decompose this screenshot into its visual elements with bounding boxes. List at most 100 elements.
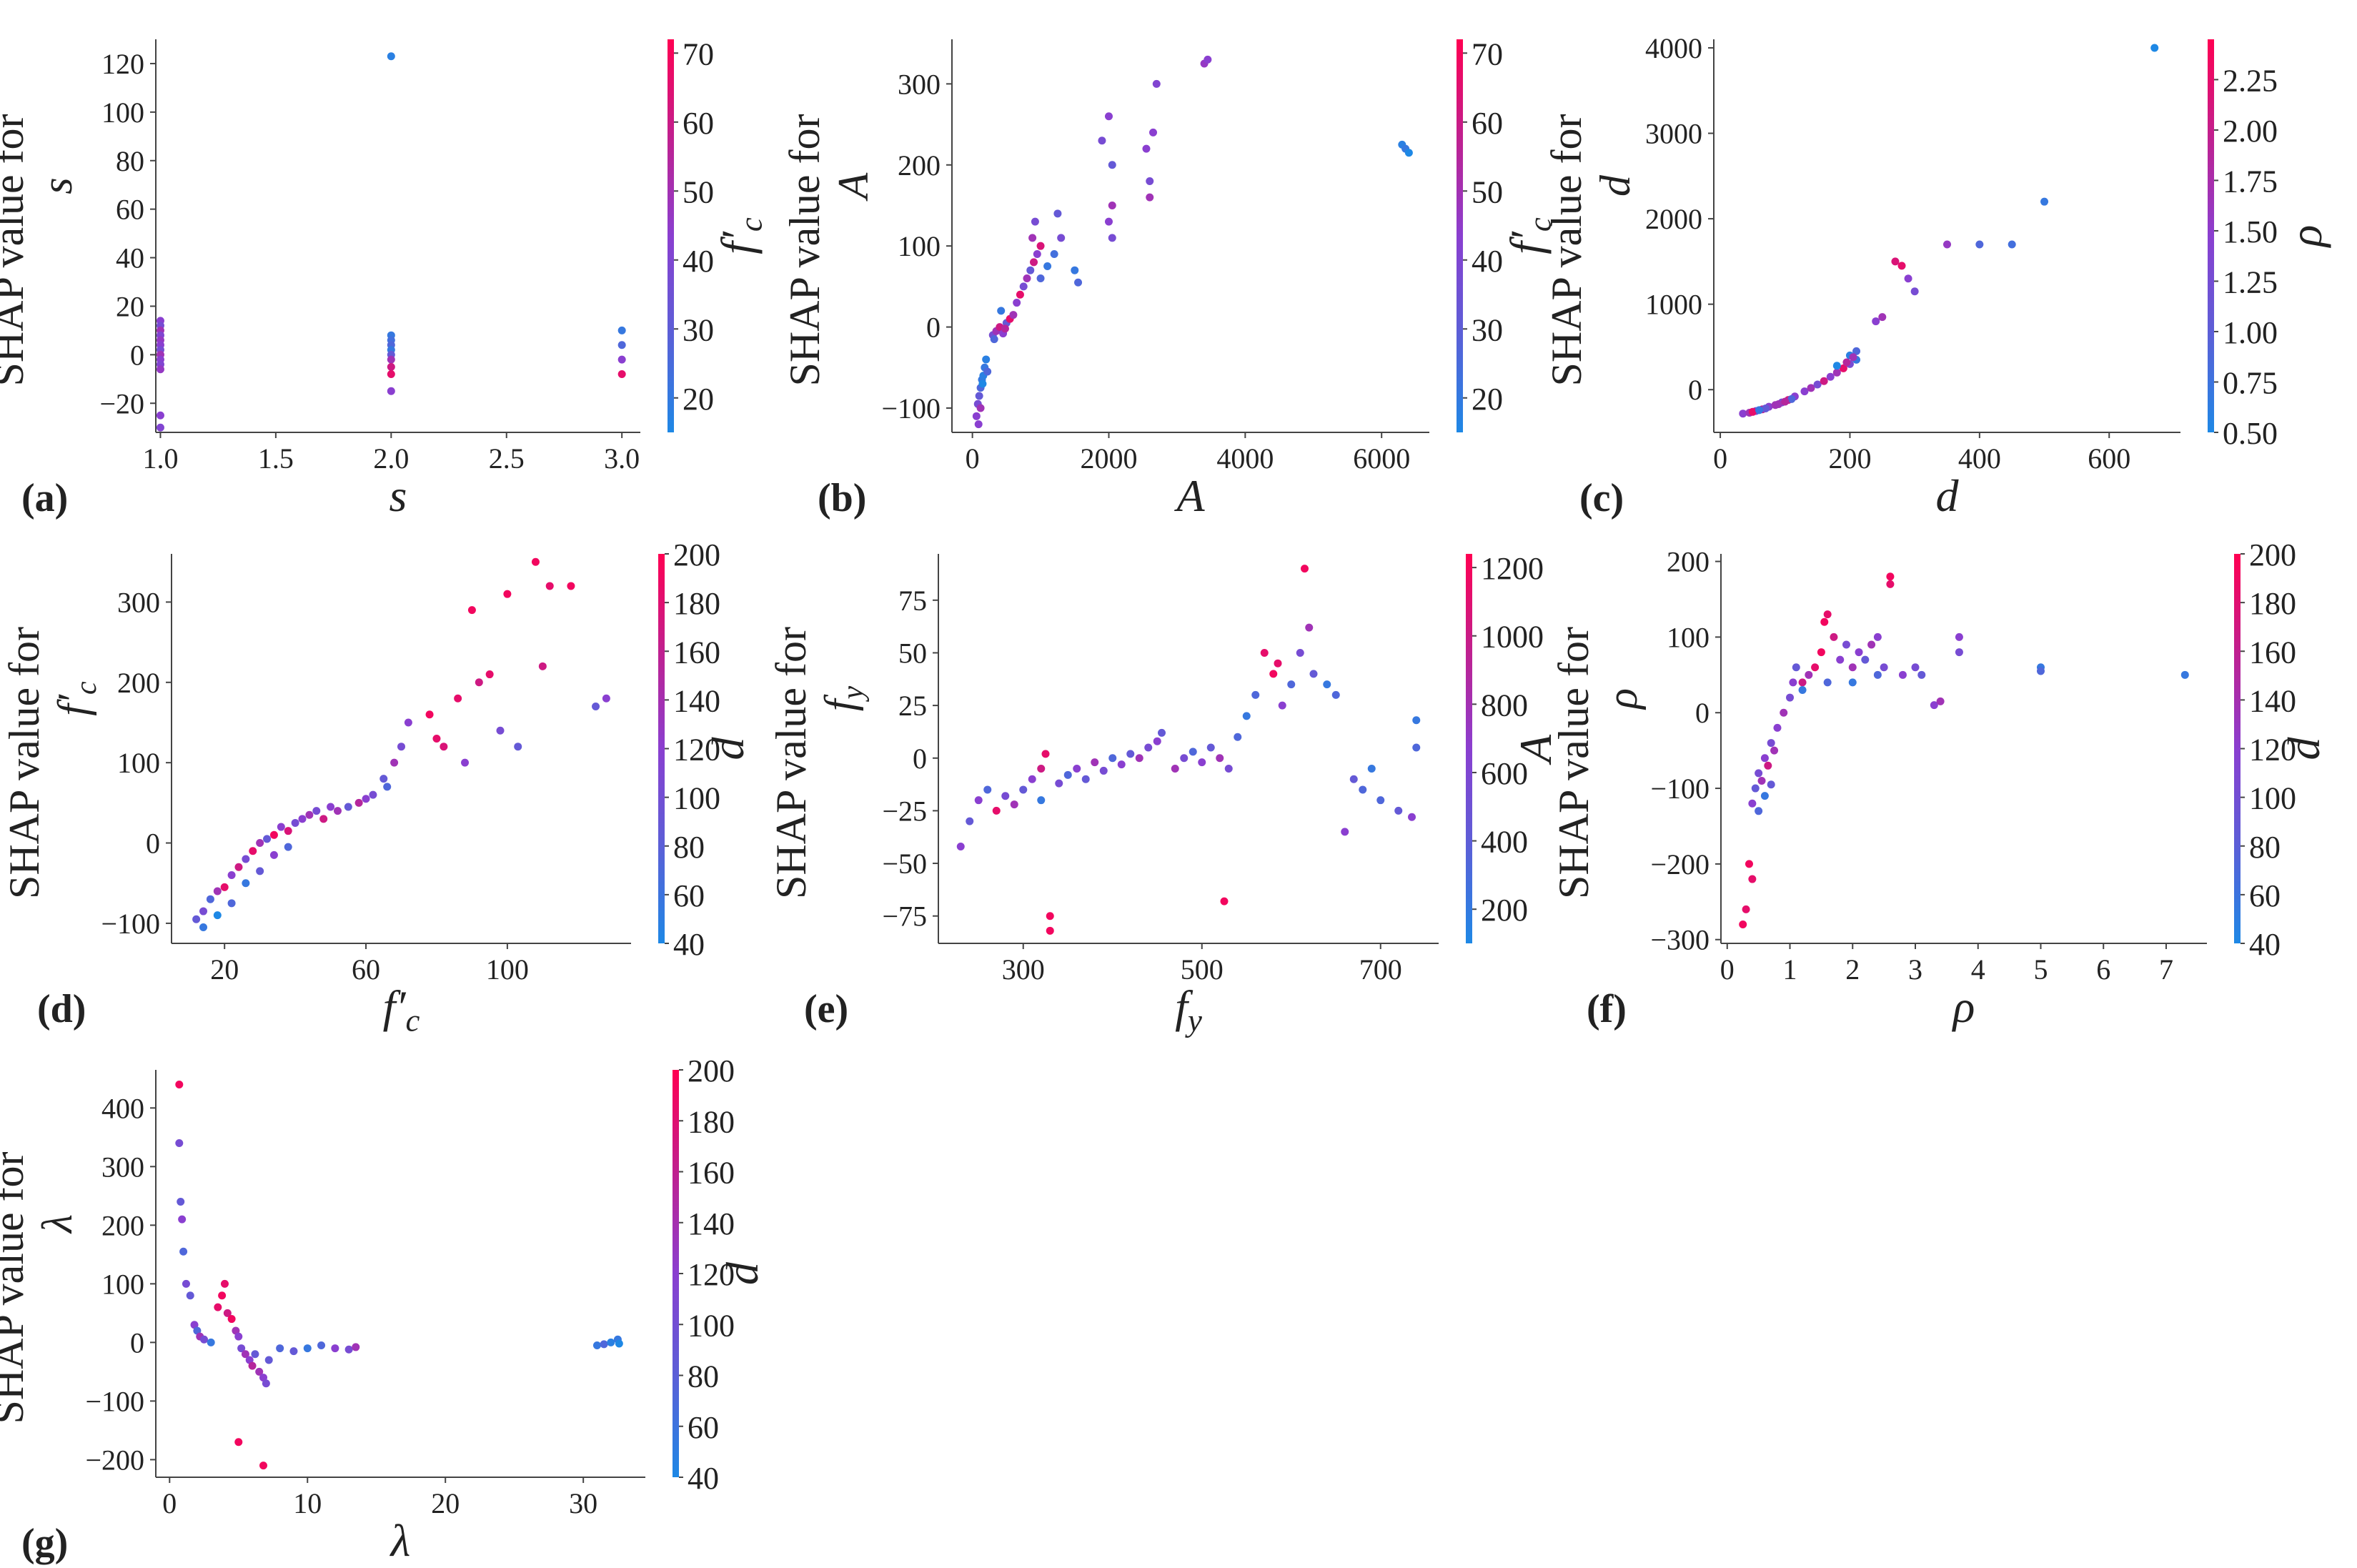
data-point xyxy=(1760,754,1769,763)
data-point xyxy=(327,803,335,811)
data-point xyxy=(982,355,991,364)
y-tick-label: −20 xyxy=(99,387,144,420)
data-point xyxy=(975,392,983,400)
data-point xyxy=(956,842,965,850)
data-point xyxy=(344,1345,353,1354)
data-point xyxy=(1108,754,1117,763)
colorbar-tick-label: 200 xyxy=(1481,893,1528,928)
x-tick-label: 1 xyxy=(1783,953,1797,986)
y-tick-label: 0 xyxy=(130,339,144,371)
panel-g: 0 10 20 30 −200 −100 0 100 200 300 400 SHAP value f… xyxy=(0,1053,768,1566)
data-point xyxy=(276,1344,284,1353)
colorbar xyxy=(673,1070,679,1477)
y-tick-label: −100 xyxy=(1650,773,1710,805)
data-point xyxy=(1798,685,1807,694)
y-tick-label: 0 xyxy=(913,743,927,775)
data-point xyxy=(1224,764,1233,773)
data-point xyxy=(404,718,412,727)
data-point xyxy=(467,606,476,615)
x-tick-label: 0 xyxy=(1720,953,1735,986)
x-axis-label: fy xyxy=(1175,981,1202,1038)
data-point xyxy=(1117,760,1126,769)
y-tick-label: 0 xyxy=(130,1326,144,1359)
x-tick-label: 10 xyxy=(293,1487,322,1519)
data-point xyxy=(1861,655,1870,664)
x-axis-label: ρ xyxy=(1952,981,1975,1032)
data-point xyxy=(1848,678,1857,687)
data-point xyxy=(1071,266,1079,274)
x-tick-label: 6 xyxy=(2096,953,2110,986)
data-point xyxy=(1367,764,1376,773)
colorbar xyxy=(658,554,665,943)
data-point xyxy=(1880,663,1888,672)
data-point xyxy=(269,850,278,859)
scatter-points xyxy=(1739,572,2189,929)
y-tick-label: −200 xyxy=(1650,848,1710,880)
data-point xyxy=(1144,743,1153,752)
data-point xyxy=(387,387,395,395)
data-point xyxy=(1873,632,1882,641)
data-point xyxy=(1033,250,1041,259)
data-point xyxy=(1152,79,1161,88)
data-point xyxy=(199,923,208,932)
data-point xyxy=(1037,764,1046,773)
y-axis-label-variable: λ xyxy=(34,1214,81,1234)
y-tick-label: 300 xyxy=(117,586,160,618)
x-tick-label: 400 xyxy=(1958,442,2001,475)
data-point xyxy=(1341,828,1349,836)
data-point xyxy=(545,582,554,590)
y-tick-label: 25 xyxy=(898,690,927,722)
data-point xyxy=(234,1438,243,1447)
data-point xyxy=(1053,209,1062,218)
data-point xyxy=(1251,690,1260,699)
y-tick-label: 200 xyxy=(898,149,941,182)
x-tick-label: 60 xyxy=(352,953,380,986)
colorbar-tick-label: 70 xyxy=(1472,36,1503,71)
data-point xyxy=(1216,754,1224,763)
colorbar-tick-label: 1.25 xyxy=(2223,264,2278,299)
colorbar-tick-label: 60 xyxy=(2249,878,2281,913)
data-point xyxy=(1099,766,1108,775)
data-point xyxy=(1041,750,1050,758)
data-point xyxy=(1220,897,1229,905)
data-point xyxy=(1886,580,1895,588)
x-tick-label: 0 xyxy=(162,1487,177,1519)
panel-c: 0 200 400 600 0 1000 2000 3000 4000 SHAP value fo… xyxy=(1543,32,2331,521)
x-tick-label: 20 xyxy=(210,953,239,986)
data-point xyxy=(305,810,314,819)
y-tick-label: 100 xyxy=(1667,621,1710,653)
data-point xyxy=(1917,670,1926,679)
colorbar-tick-label: 100 xyxy=(688,1308,735,1343)
data-point xyxy=(972,412,981,420)
data-point xyxy=(175,1081,184,1089)
data-point xyxy=(1030,258,1038,267)
data-point xyxy=(1748,799,1757,808)
data-point xyxy=(256,839,264,848)
data-point xyxy=(1016,290,1024,299)
data-point xyxy=(966,817,974,825)
y-axis-label-prefix: SHAP value for xyxy=(1,627,48,899)
data-point xyxy=(190,1321,199,1329)
data-point xyxy=(1198,758,1206,767)
data-point xyxy=(1872,317,1880,326)
data-point xyxy=(206,895,214,903)
data-point xyxy=(1046,912,1054,921)
x-tick-label: 3 xyxy=(1908,953,1922,986)
data-point xyxy=(1878,313,1887,322)
y-axis-label-variable: fy xyxy=(816,685,870,711)
data-point xyxy=(1755,406,1763,415)
colorbar-tick-label: 80 xyxy=(673,830,705,865)
colorbar-tick-label: 60 xyxy=(673,878,705,913)
data-point xyxy=(175,1139,184,1148)
data-point xyxy=(1260,648,1269,657)
data-point xyxy=(269,830,278,839)
data-point xyxy=(2150,44,2159,52)
data-point xyxy=(291,818,299,827)
x-tick-label: 6000 xyxy=(1353,442,1410,475)
data-point xyxy=(259,1462,268,1470)
data-point xyxy=(1031,217,1039,226)
x-tick-label: 5 xyxy=(2033,953,2048,986)
x-tick-label: 2000 xyxy=(1080,442,1137,475)
colorbar-tick-label: 160 xyxy=(2249,635,2296,670)
data-point xyxy=(1739,410,1747,418)
